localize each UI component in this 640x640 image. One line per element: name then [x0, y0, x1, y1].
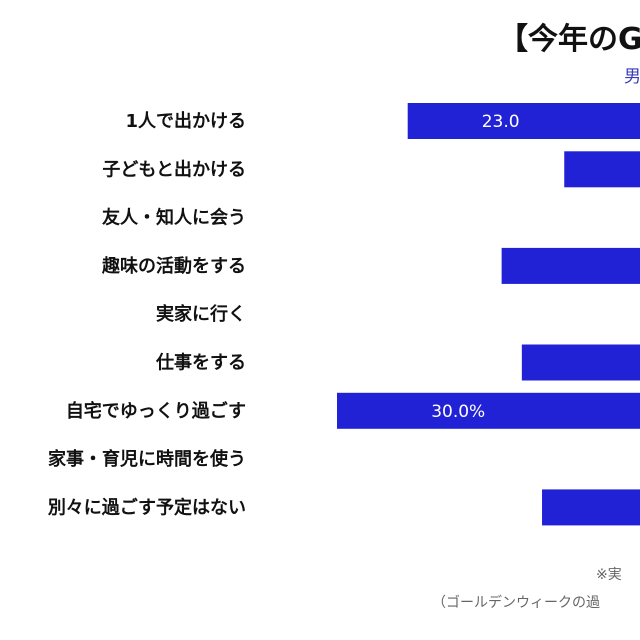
- footnote-marker: ※実: [596, 567, 622, 583]
- footnote-text: （ゴールデンウィークの過: [432, 595, 600, 611]
- bar: [564, 151, 640, 188]
- category-label: 実家に行く: [156, 303, 246, 325]
- category-label: 友人・知人に会う: [102, 207, 246, 229]
- category-label: 仕事をする: [155, 352, 246, 374]
- category-label: 1人で出かける: [125, 110, 246, 132]
- bar: [521, 344, 640, 381]
- bar-value-label: 23.0: [482, 112, 520, 132]
- category-label: 子どもと出かける: [102, 158, 246, 180]
- bar: [337, 392, 640, 429]
- category-label: 家事・育児に時間を使う: [48, 448, 246, 470]
- chart-subtitle: 男: [624, 67, 640, 87]
- category-label: 別々に過ごす予定はない: [48, 496, 246, 518]
- bar: [501, 247, 640, 284]
- bar-value-label: 30.0%: [431, 402, 485, 422]
- bar: [542, 489, 640, 526]
- bar: [407, 103, 640, 139]
- category-label: 趣味の活動をする: [101, 255, 246, 277]
- chart-title: 【今年のG: [498, 22, 640, 57]
- category-label: 自宅でゆっくり過ごす: [66, 400, 246, 422]
